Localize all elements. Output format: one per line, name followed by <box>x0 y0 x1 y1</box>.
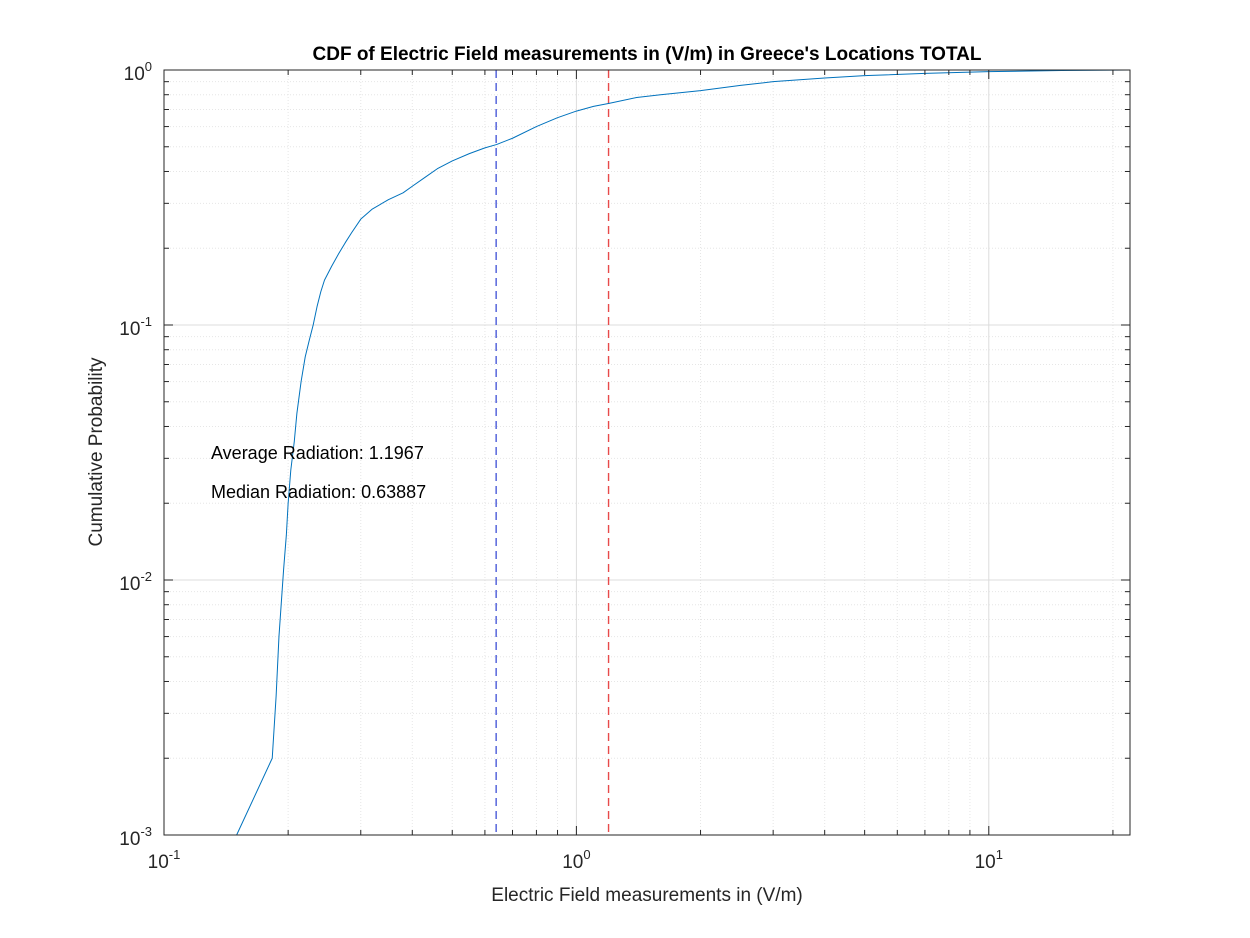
chart-title: CDF of Electric Field measurements in (V… <box>313 44 982 65</box>
y-tick-label: 10-1 <box>119 314 152 340</box>
y-tick-exponent: -3 <box>140 824 152 839</box>
y-tick-base: 10 <box>119 319 140 340</box>
x-tick-base: 10 <box>148 852 169 873</box>
x-tick-labels: 10-1 100 101 <box>148 847 1003 873</box>
y-tick-base: 10 <box>119 574 140 595</box>
cdf-series-line <box>236 69 1131 836</box>
y-tick-base: 10 <box>124 64 145 85</box>
series-layer <box>236 69 1131 836</box>
x-tick-exponent: 0 <box>583 847 590 862</box>
plot-area <box>164 70 1130 835</box>
y-tick-label: 10-3 <box>119 824 152 850</box>
reference-lines <box>495 70 610 835</box>
x-axis-label: Electric Field measurements in (V/m) <box>491 885 802 906</box>
x-tick-label: 101 <box>975 847 1003 873</box>
y-tick-label: 100 <box>124 59 152 85</box>
x-tick-exponent: 1 <box>996 847 1003 862</box>
x-tick-label: 100 <box>562 847 590 873</box>
y-tick-exponent: -1 <box>140 314 152 329</box>
x-tick-label: 10-1 <box>148 847 181 873</box>
x-tick-exponent: -1 <box>169 847 181 862</box>
tick-marks <box>163 69 1130 836</box>
x-tick-base: 10 <box>562 852 583 873</box>
x-tick-base: 10 <box>975 852 996 873</box>
y-tick-exponent: 0 <box>145 59 152 74</box>
median-annotation: Median Radiation: 0.63887 <box>211 482 426 502</box>
y-tick-label: 10-2 <box>119 569 152 595</box>
y-tick-base: 10 <box>119 829 140 850</box>
y-tick-exponent: -2 <box>140 569 152 584</box>
y-axis-label: Cumulative Probability <box>86 357 107 547</box>
average-annotation: Average Radiation: 1.1967 <box>211 443 424 463</box>
axes-box <box>163 69 1131 836</box>
